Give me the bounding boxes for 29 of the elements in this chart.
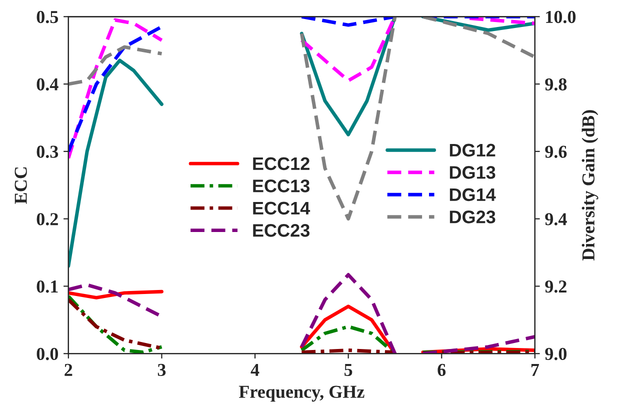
y-axis-title: ECC	[14, 167, 27, 204]
y2-tick-label: 10.0	[546, 10, 576, 24]
y-tick-label: 0.3	[36, 146, 58, 158]
y2-tick-label: 9.0	[545, 348, 567, 360]
legend-label: DG13	[450, 166, 496, 179]
y-tick-label: 0.4	[36, 78, 58, 91]
legend-label: ECC23	[253, 224, 310, 237]
legend-label: DG14	[450, 188, 496, 202]
y-tick-label: 0.5	[36, 10, 58, 24]
legend-label: DG12	[450, 144, 496, 157]
y-tick-label: 0.0	[36, 348, 58, 360]
legend-label: ECC12	[253, 157, 310, 170]
x-tick-label: 2	[64, 364, 72, 376]
legend-label: ECC13	[253, 180, 310, 192]
legend-label: ECC14	[253, 202, 310, 215]
x-tick-label: 7	[531, 364, 539, 376]
y-tick-label: 0.1	[36, 280, 58, 293]
x-tick-label: 6	[438, 364, 446, 376]
x-tick-label: 5	[344, 364, 352, 376]
x-tick-label: 3	[158, 364, 166, 376]
y-tick-label: 0.2	[36, 213, 58, 226]
x-tick-label: 4	[250, 364, 260, 376]
y2-tick-label: 9.8	[545, 78, 567, 91]
y2-axis-title: Diversity Gain (dB)	[582, 110, 598, 261]
legend-label: DG23	[450, 210, 496, 224]
y2-tick-label: 9.4	[545, 213, 567, 226]
x-axis-title: Frequency, GHz	[238, 386, 364, 402]
y2-tick-label: 9.6	[545, 146, 567, 158]
y2-tick-label: 9.2	[545, 280, 566, 293]
